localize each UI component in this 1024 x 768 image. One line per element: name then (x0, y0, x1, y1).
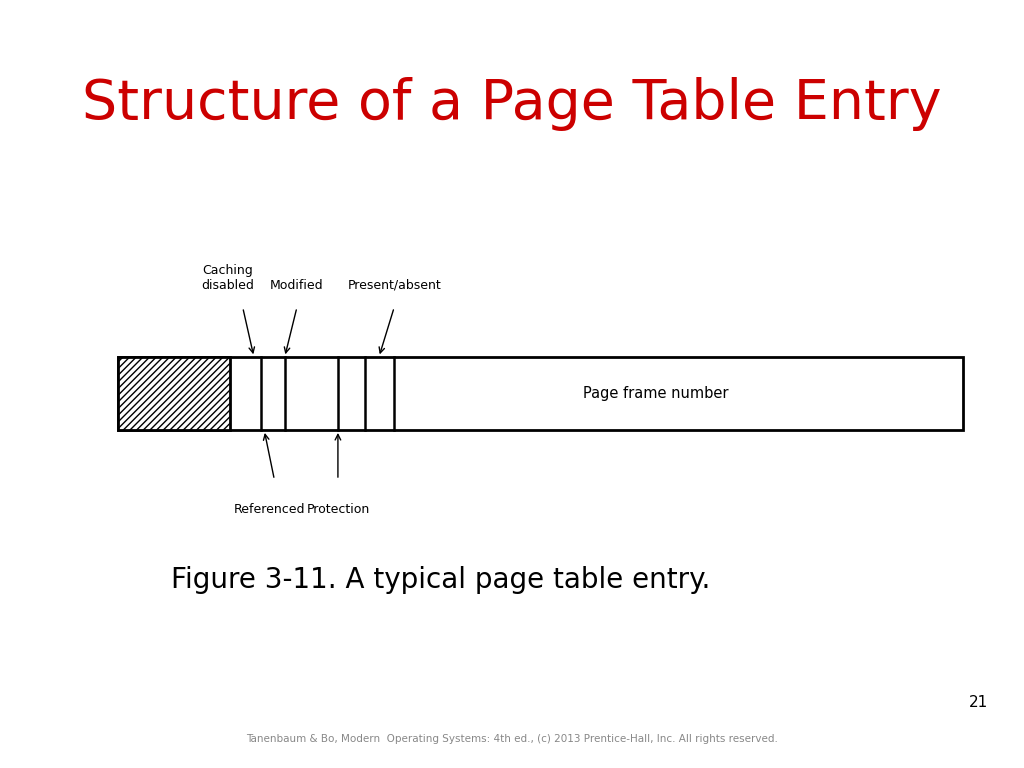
Bar (118, 357, 963, 430)
Text: Caching
disabled: Caching disabled (201, 264, 254, 292)
Text: Page frame number: Page frame number (583, 386, 728, 402)
Bar (118, 357, 230, 430)
Text: Tanenbaum & Bo, Modern  Operating Systems: 4th ed., (c) 2013 Prentice-Hall, Inc.: Tanenbaum & Bo, Modern Operating Systems… (246, 733, 778, 744)
Text: Protection: Protection (306, 503, 370, 516)
Text: Present/absent: Present/absent (347, 279, 441, 292)
Text: Referenced: Referenced (233, 503, 305, 516)
Text: Structure of a Page Table Entry: Structure of a Page Table Entry (82, 77, 942, 131)
Text: Figure 3-11. A typical page table entry.: Figure 3-11. A typical page table entry. (171, 566, 710, 594)
Text: Modified: Modified (270, 279, 324, 292)
Text: 21: 21 (969, 695, 988, 710)
